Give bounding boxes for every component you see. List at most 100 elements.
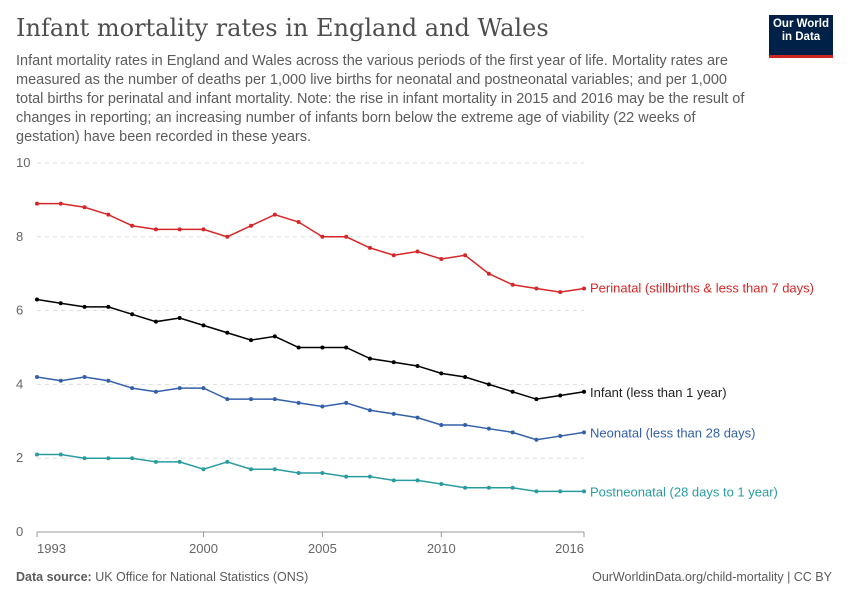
- data-point: [558, 393, 563, 398]
- data-point: [225, 397, 230, 402]
- data-point: [106, 456, 111, 461]
- data-point: [463, 485, 468, 490]
- data-point: [391, 478, 396, 483]
- data-point: [82, 456, 87, 461]
- y-tick-label: 8: [16, 229, 23, 244]
- data-point: [510, 485, 515, 490]
- data-point: [296, 400, 301, 405]
- data-point: [249, 223, 254, 228]
- source-text: UK Office for National Statistics (ONS): [95, 570, 309, 584]
- data-point: [415, 478, 420, 483]
- data-point: [58, 201, 63, 206]
- y-tick-label: 6: [16, 303, 23, 318]
- y-tick-label: 2: [16, 450, 23, 465]
- data-point: [296, 220, 301, 225]
- chart-subtitle: Infant mortality rates in England and Wa…: [16, 53, 745, 145]
- data-point: [153, 389, 158, 394]
- data-point: [106, 212, 111, 217]
- series-line-1: [36, 298, 585, 400]
- data-point: [344, 400, 349, 405]
- data-point: [201, 386, 206, 391]
- data-point: [582, 489, 586, 494]
- data-point: [558, 290, 563, 295]
- data-point: [58, 301, 63, 306]
- data-point: [225, 234, 230, 239]
- data-point: [177, 315, 182, 320]
- series-label: Postneonatal (28 days to 1 year): [590, 484, 778, 499]
- source-label: Data source:: [16, 570, 92, 584]
- series-label: Infant (less than 1 year): [590, 385, 727, 400]
- x-tick-label: 2005: [308, 541, 337, 556]
- data-point: [58, 378, 63, 383]
- data-point: [534, 286, 539, 291]
- data-point: [153, 319, 158, 324]
- data-point: [367, 356, 372, 361]
- data-point: [510, 389, 515, 394]
- data-point: [415, 249, 420, 254]
- data-source: Data source: UK Office for National Stat…: [16, 570, 308, 584]
- y-tick-label: 0: [16, 524, 23, 539]
- data-point: [320, 470, 325, 475]
- data-point: [439, 482, 444, 487]
- data-point: [177, 459, 182, 464]
- data-point: [344, 474, 349, 479]
- data-point: [486, 271, 491, 276]
- data-point: [177, 386, 182, 391]
- y-tick-label: 10: [16, 155, 30, 170]
- footer-link[interactable]: OurWorldinData.org/child-mortality | CC …: [592, 570, 832, 584]
- data-point: [344, 234, 349, 239]
- data-point: [201, 467, 206, 472]
- data-point: [582, 430, 586, 435]
- data-point: [130, 312, 135, 317]
- data-point: [486, 426, 491, 431]
- data-point: [367, 245, 372, 250]
- data-point: [391, 253, 396, 258]
- data-point: [320, 234, 325, 239]
- data-point: [344, 345, 349, 350]
- data-point: [225, 459, 230, 464]
- data-point: [130, 456, 135, 461]
- data-point: [249, 467, 254, 472]
- data-point: [272, 467, 277, 472]
- data-point: [534, 437, 539, 442]
- owid-logo[interactable]: Our World in Data: [769, 15, 833, 58]
- data-point: [439, 256, 444, 261]
- data-point: [106, 304, 111, 309]
- data-point: [510, 430, 515, 435]
- data-point: [558, 489, 563, 494]
- data-point: [439, 422, 444, 427]
- series-line-0: [37, 202, 585, 293]
- data-point: [35, 452, 39, 457]
- data-point: [391, 411, 396, 416]
- data-point: [463, 422, 468, 427]
- data-point: [153, 227, 158, 232]
- series-label: Neonatal (less than 28 days): [590, 425, 755, 440]
- x-tick-label: 2016: [555, 541, 584, 556]
- data-point: [320, 345, 325, 350]
- data-point: [534, 397, 539, 402]
- y-tick-label: 4: [16, 376, 23, 391]
- data-point: [177, 227, 182, 232]
- data-point: [272, 212, 277, 217]
- chart-title: Infant mortality rates in England and Wa…: [16, 14, 549, 42]
- data-point: [320, 404, 325, 409]
- x-tick-label: 1993: [37, 541, 66, 556]
- data-point: [296, 345, 301, 350]
- data-point: [367, 408, 372, 413]
- data-point: [225, 330, 230, 335]
- data-point: [272, 397, 277, 402]
- data-point: [582, 389, 586, 394]
- data-point: [82, 205, 87, 210]
- data-point: [463, 375, 468, 380]
- data-point: [486, 485, 491, 490]
- line-chart: 0 2 4 6 8 10 1993 2000 2005 2010 2016 Perinatal (st…: [16, 155, 814, 556]
- data-point: [35, 375, 39, 380]
- data-point: [558, 434, 563, 439]
- data-point: [35, 297, 39, 302]
- series-line-3: [37, 453, 584, 493]
- data-point: [367, 474, 372, 479]
- data-point: [153, 459, 158, 464]
- data-point: [463, 253, 468, 258]
- data-point: [82, 304, 87, 309]
- data-point: [415, 415, 420, 420]
